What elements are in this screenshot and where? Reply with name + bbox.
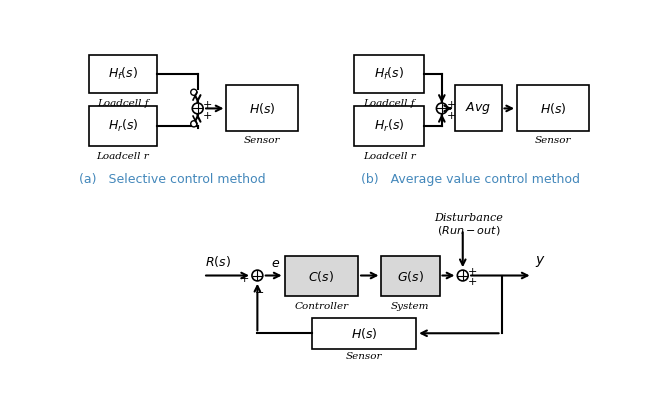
Text: $C(s)$: $C(s)$	[308, 269, 334, 284]
Text: +: +	[240, 274, 249, 285]
Text: +: +	[446, 111, 456, 121]
Bar	[89, 106, 157, 146]
Circle shape	[193, 103, 203, 114]
Text: Controller: Controller	[294, 302, 349, 311]
Text: $y$: $y$	[535, 254, 546, 269]
Text: $H_f(s)$: $H_f(s)$	[108, 66, 138, 82]
Circle shape	[457, 270, 468, 281]
Bar	[381, 256, 440, 296]
Bar	[311, 318, 416, 349]
Text: $H(s)$: $H(s)$	[540, 100, 566, 116]
Text: $H_r(s)$: $H_r(s)$	[374, 118, 404, 134]
Text: Loadcell f: Loadcell f	[363, 98, 415, 108]
Text: Sensor: Sensor	[346, 352, 382, 361]
Text: Sensor: Sensor	[244, 136, 281, 145]
Text: Loadcell f: Loadcell f	[97, 98, 149, 108]
Text: $R(s)$: $R(s)$	[205, 254, 231, 269]
Bar	[284, 256, 358, 296]
Text: +: +	[467, 277, 477, 287]
Bar	[355, 106, 424, 146]
Text: $H_r(s)$: $H_r(s)$	[108, 118, 138, 134]
Bar	[89, 54, 157, 93]
Text: $H(s)$: $H(s)$	[249, 100, 276, 116]
Text: +: +	[203, 111, 212, 121]
Text: Loadcell r: Loadcell r	[363, 152, 416, 161]
Text: +: +	[467, 268, 477, 277]
Text: $Avg$: $Avg$	[465, 100, 491, 116]
Circle shape	[191, 121, 197, 127]
Text: (b)   Average value control method: (b) Average value control method	[361, 173, 580, 186]
Text: +: +	[203, 100, 212, 110]
Text: $(Run-out)$: $(Run-out)$	[437, 224, 501, 237]
Circle shape	[191, 89, 197, 96]
Text: (a)   Selective control method: (a) Selective control method	[79, 173, 266, 186]
Text: Sensor: Sensor	[535, 136, 571, 145]
Text: System: System	[391, 302, 430, 311]
Bar	[455, 85, 501, 131]
Bar	[517, 85, 589, 131]
Text: $H(s)$: $H(s)$	[351, 326, 377, 341]
Bar	[355, 54, 424, 93]
Circle shape	[436, 103, 448, 114]
Text: $G(s)$: $G(s)$	[397, 269, 424, 284]
Text: $e$: $e$	[270, 257, 280, 270]
Bar	[226, 85, 298, 131]
Text: Disturbance: Disturbance	[434, 213, 503, 223]
Text: $H_f(s)$: $H_f(s)$	[374, 66, 404, 82]
Text: Loadcell r: Loadcell r	[96, 152, 149, 161]
Circle shape	[252, 270, 263, 281]
Text: $-$: $-$	[254, 286, 264, 296]
Text: +: +	[446, 100, 456, 110]
